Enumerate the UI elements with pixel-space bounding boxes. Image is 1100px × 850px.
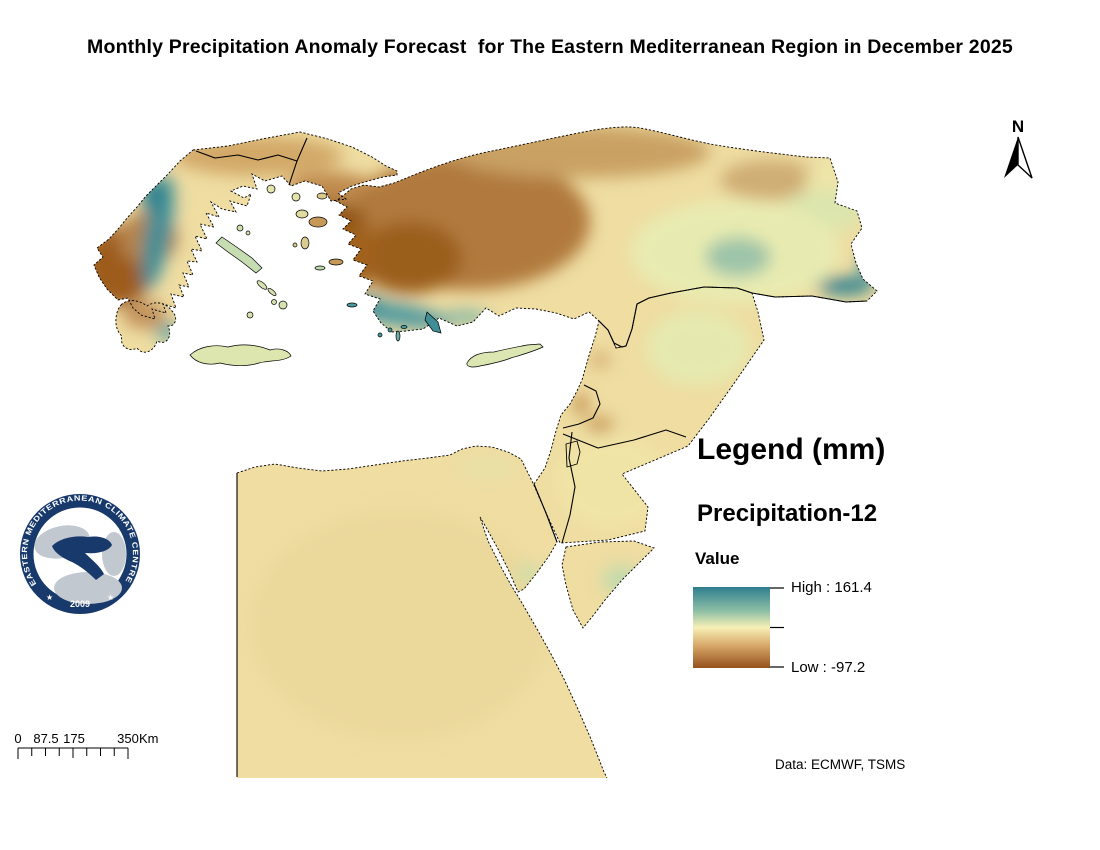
aegean-islands <box>189 184 544 368</box>
data-attribution: Data: ECMWF, TSMS <box>775 757 906 772</box>
scale-tick-label: 87.5 <box>33 731 59 746</box>
legend-heading: Legend (mm) <box>697 433 886 466</box>
logo-star-left: ★ <box>46 593 53 602</box>
border-syria-jordan <box>562 429 687 449</box>
border-turkey-syria-iraq <box>598 286 868 348</box>
scale-tick-label: 350 <box>117 731 139 746</box>
north-arrow: N <box>1004 117 1033 179</box>
border-west-bank <box>565 440 581 468</box>
scale-bar-ruler <box>17 747 129 759</box>
logo-star-right: ★ <box>107 593 114 602</box>
logo-map-art <box>34 525 126 604</box>
north-arrow-icon <box>1004 136 1033 179</box>
country-borders <box>195 137 868 777</box>
border-israel-jordan <box>561 431 576 544</box>
logo-year: 2009 <box>70 599 90 609</box>
scale-unit: Km <box>139 731 159 746</box>
border-lebanon-israel <box>562 423 580 429</box>
scale-tick-label: 175 <box>63 731 85 746</box>
border-bulgaria-greece <box>195 150 298 162</box>
legend-high-value: High : 161.4 <box>791 579 872 596</box>
legend-gradient-bar <box>693 587 770 668</box>
legend-ticks <box>770 587 784 668</box>
legend-color-ramp <box>693 587 784 668</box>
egypt-coastline <box>236 445 608 779</box>
border-syria-lebanon <box>578 384 601 425</box>
legend-layer-name: Precipitation-12 <box>697 500 878 527</box>
north-arrow-label: N <box>1012 117 1024 136</box>
emcc-logo: EASTERN MEDITERRANEAN CLIMATE CENTRE 200… <box>20 493 140 614</box>
legend-field-label: Value <box>695 549 740 568</box>
scale-tick-label: 0 <box>14 731 22 746</box>
map-title: Monthly Precipitation Anomaly Forecast f… <box>87 36 1013 58</box>
legend-low-value: Low : -97.2 <box>791 659 866 676</box>
anomaly-color-field <box>94 126 877 778</box>
border-israel-egypt <box>533 483 558 543</box>
